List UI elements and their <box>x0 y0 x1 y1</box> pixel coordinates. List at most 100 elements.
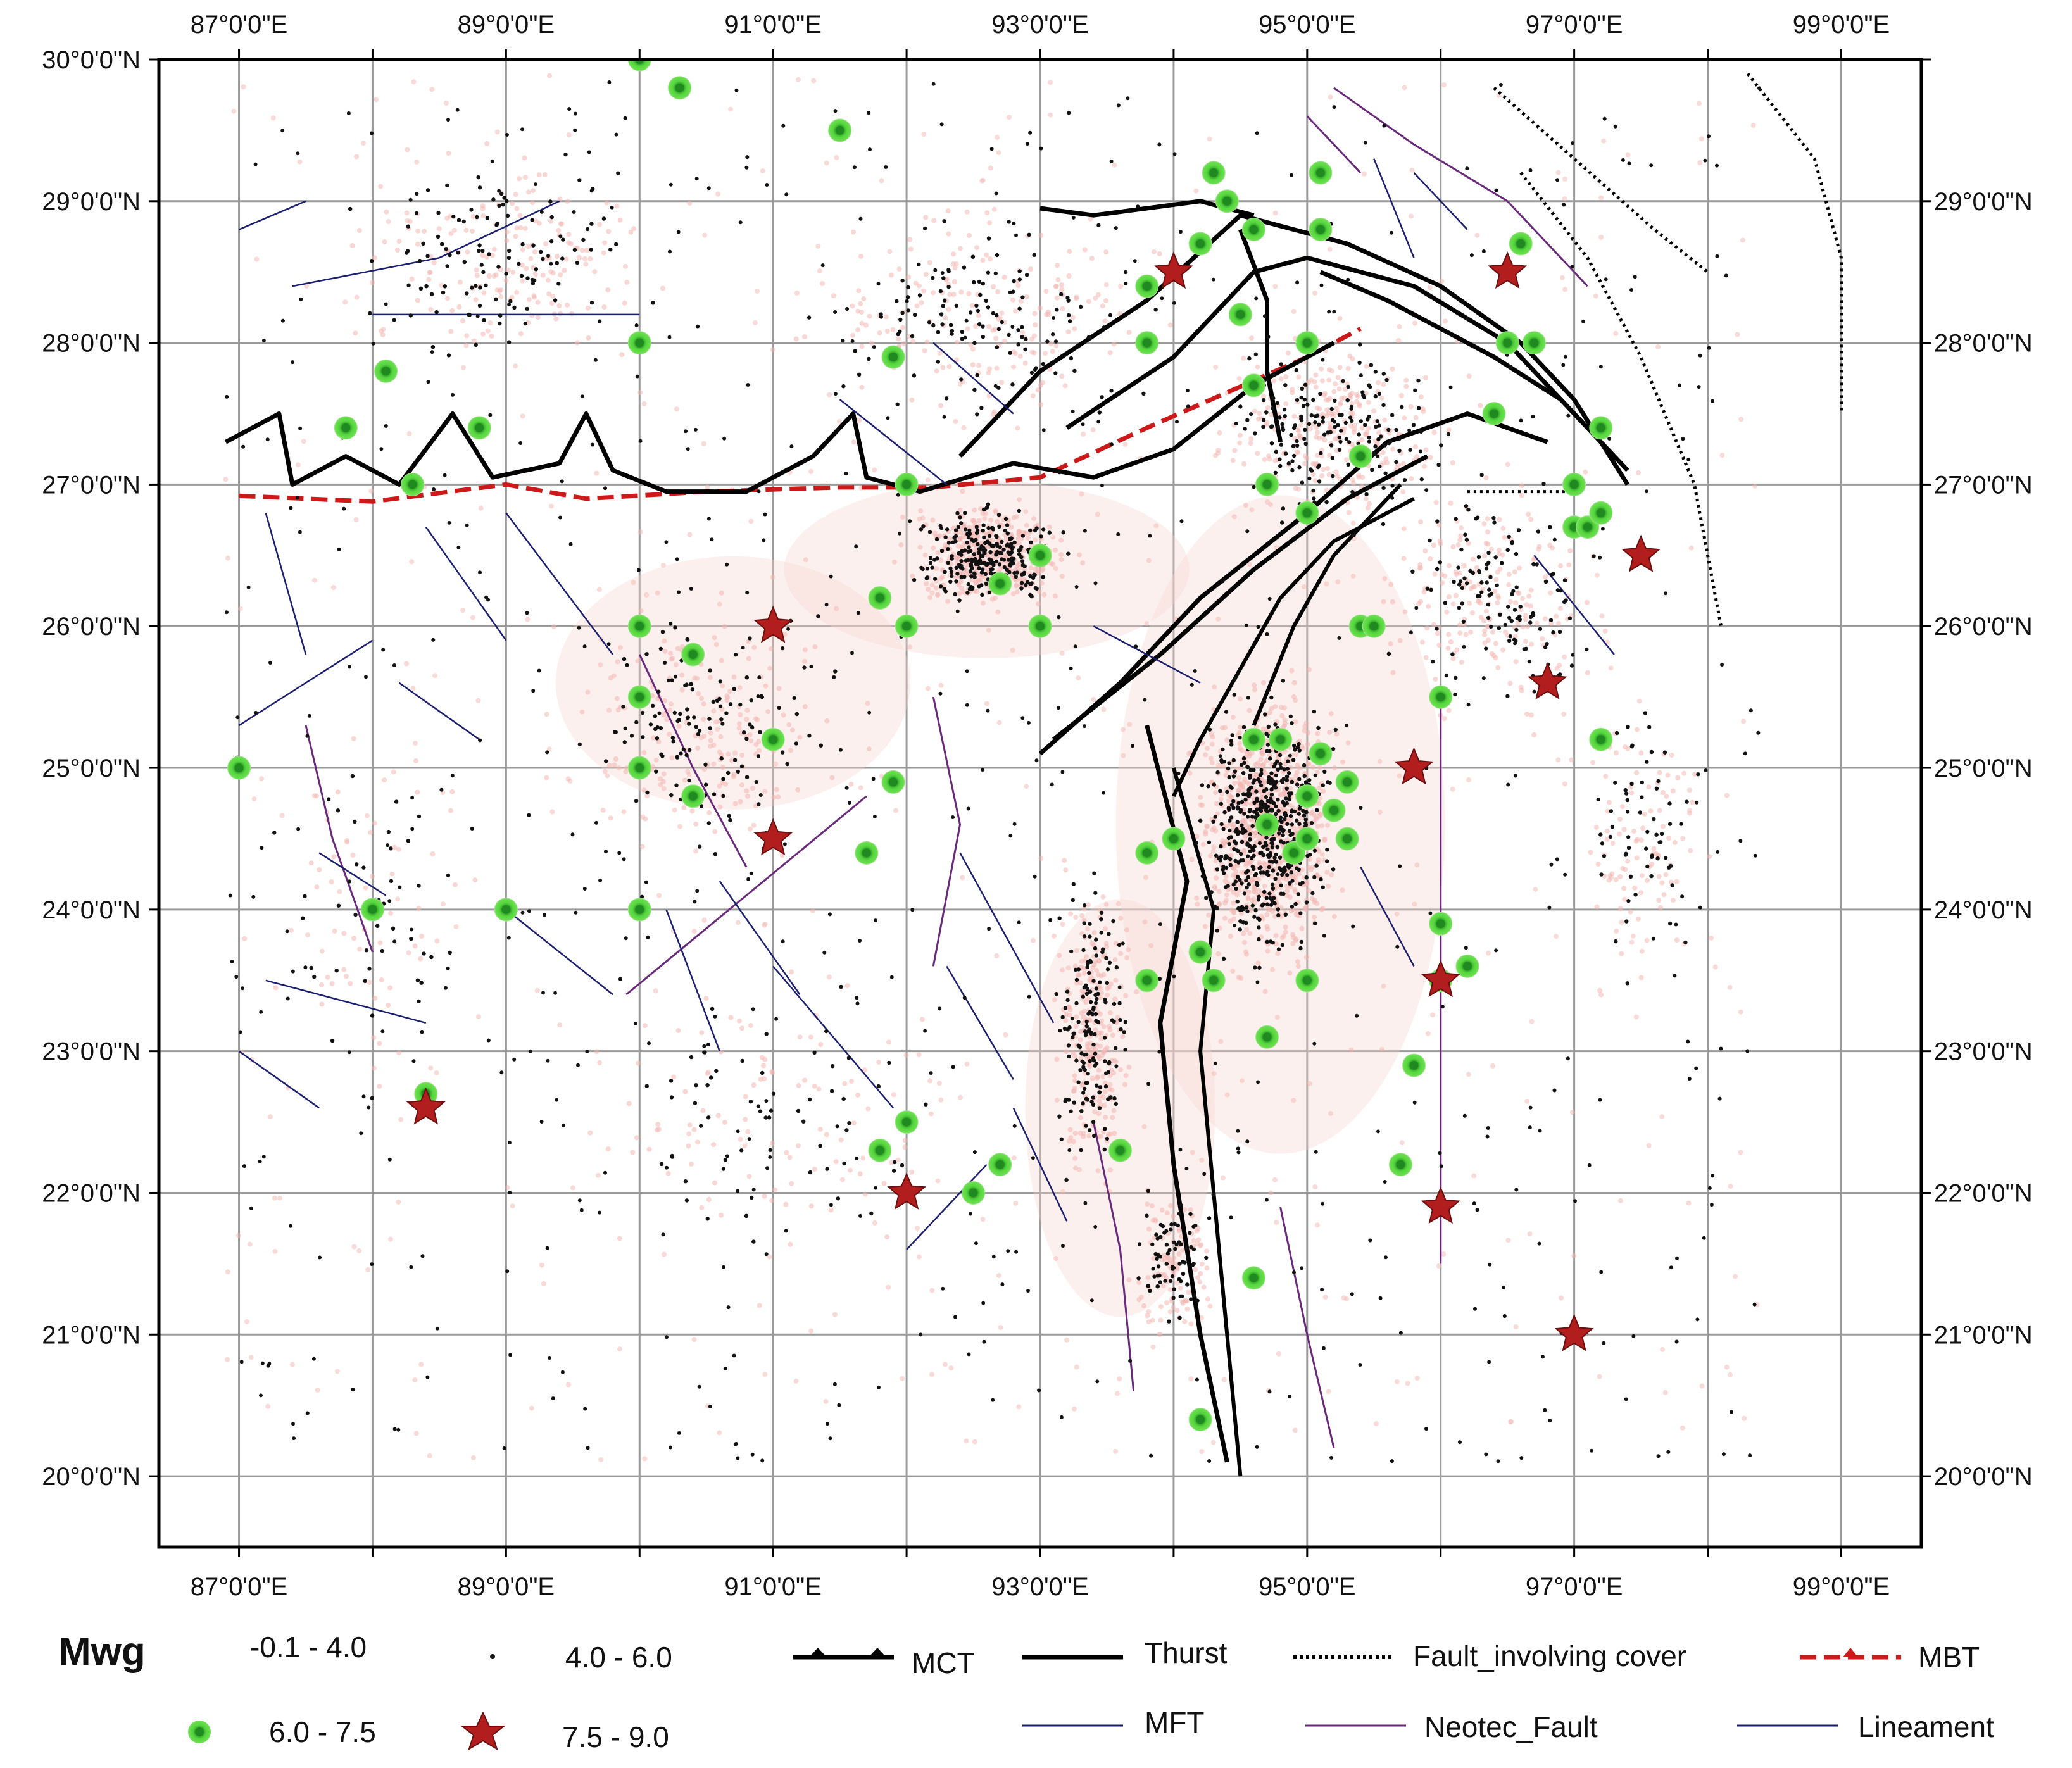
small-earthquake <box>1198 794 1203 800</box>
small-earthquake <box>546 746 552 752</box>
small-earthquake <box>916 1052 922 1058</box>
small-earthquake <box>518 225 524 230</box>
medium-earthquake <box>1218 789 1222 793</box>
small-earthquake <box>1326 377 1332 383</box>
small-earthquake <box>1326 397 1331 403</box>
small-earthquake <box>988 518 994 523</box>
small-earthquake <box>486 273 492 279</box>
small-earthquake <box>1325 466 1330 472</box>
small-earthquake <box>1328 420 1333 426</box>
medium-earthquake <box>697 844 702 849</box>
small-earthquake <box>498 294 504 299</box>
small-earthquake <box>1126 947 1131 953</box>
small-earthquake <box>1067 1012 1072 1018</box>
small-earthquake <box>1519 492 1524 498</box>
small-earthquake <box>1100 1049 1106 1055</box>
small-earthquake <box>1236 376 1242 382</box>
small-earthquake <box>1202 924 1208 929</box>
medium-earthquake <box>966 549 971 554</box>
medium-earthquake <box>1476 555 1481 560</box>
small-earthquake <box>970 346 976 352</box>
small-earthquake <box>1669 753 1674 758</box>
medium-earthquake <box>671 739 675 744</box>
medium-earthquake <box>1344 437 1348 441</box>
small-earthquake <box>1331 389 1337 394</box>
small-earthquake <box>1329 872 1334 878</box>
small-earthquake <box>525 244 531 249</box>
medium-earthquake <box>924 576 929 580</box>
small-earthquake <box>1698 136 1704 142</box>
medium-earthquake <box>1535 562 1539 567</box>
medium-earthquake <box>1271 396 1276 401</box>
small-earthquake <box>1241 461 1247 467</box>
medium-earthquake <box>1093 1032 1097 1037</box>
medium-earthquake <box>658 646 663 651</box>
small-earthquake <box>1063 1018 1069 1023</box>
medium-earthquake <box>1341 379 1345 384</box>
medium-earthquake <box>1237 830 1241 834</box>
medium-earthquake <box>1225 789 1229 794</box>
small-earthquake <box>815 243 821 249</box>
small-earthquake <box>448 231 454 236</box>
medium-earthquake <box>1273 470 1278 475</box>
small-earthquake <box>1213 453 1218 458</box>
small-earthquake <box>601 250 606 256</box>
medium-earthquake <box>1267 775 1271 780</box>
small-earthquake <box>1408 404 1414 410</box>
small-earthquake <box>1087 977 1093 983</box>
small-earthquake <box>1562 781 1567 787</box>
small-earthquake <box>1610 841 1616 846</box>
medium-earthquake <box>1005 543 1009 548</box>
small-earthquake <box>727 689 733 694</box>
small-earthquake <box>1595 862 1601 867</box>
small-earthquake <box>517 176 522 182</box>
medium-earthquake <box>1238 404 1243 409</box>
small-earthquake <box>1597 987 1603 993</box>
medium-earthquake <box>1245 418 1250 422</box>
small-earthquake <box>1296 486 1302 492</box>
medium-earthquake <box>589 248 593 252</box>
medium-earthquake <box>467 313 472 317</box>
small-earthquake <box>1283 929 1288 935</box>
medium-earthquake <box>1510 592 1514 596</box>
small-earthquake <box>1455 542 1461 548</box>
small-earthquake <box>757 748 762 753</box>
medium-earthquake <box>1103 1059 1107 1063</box>
medium-earthquake <box>1085 1030 1089 1034</box>
small-earthquake <box>535 315 541 320</box>
small-earthquake <box>395 896 401 902</box>
medium-earthquake <box>1071 882 1076 887</box>
small-earthquake <box>947 536 952 542</box>
small-earthquake <box>1331 914 1337 919</box>
small-earthquake <box>676 724 682 729</box>
small-earthquake <box>974 589 979 594</box>
medium-earthquake <box>1381 486 1386 491</box>
medium-earthquake <box>672 710 677 715</box>
medium-earthquake <box>1215 906 1219 911</box>
medium-earthquake <box>1357 432 1361 437</box>
small-earthquake <box>1261 393 1266 399</box>
small-earthquake <box>1255 760 1260 766</box>
medium-earthquake <box>687 748 692 753</box>
medium-earthquake <box>794 741 799 746</box>
small-earthquake <box>1145 1313 1150 1319</box>
small-earthquake <box>1602 628 1608 634</box>
small-earthquake <box>396 1200 401 1205</box>
small-earthquake <box>1157 1331 1162 1337</box>
small-earthquake <box>475 698 481 703</box>
small-earthquake <box>644 592 650 598</box>
medium-earthquake <box>589 222 594 226</box>
small-earthquake <box>685 768 691 774</box>
medium-earthquake <box>1155 1236 1160 1241</box>
small-earthquake <box>770 1070 775 1075</box>
small-earthquake <box>1126 330 1132 335</box>
small-earthquake <box>1304 955 1309 960</box>
medium-earthquake <box>1541 482 1546 486</box>
small-earthquake <box>505 1185 511 1191</box>
medium-earthquake <box>1204 896 1209 900</box>
small-earthquake <box>406 950 411 956</box>
medium-earthquake <box>1507 534 1511 539</box>
small-earthquake <box>1719 453 1725 458</box>
medium-earthquake <box>1235 820 1240 824</box>
medium-earthquake <box>656 689 661 694</box>
